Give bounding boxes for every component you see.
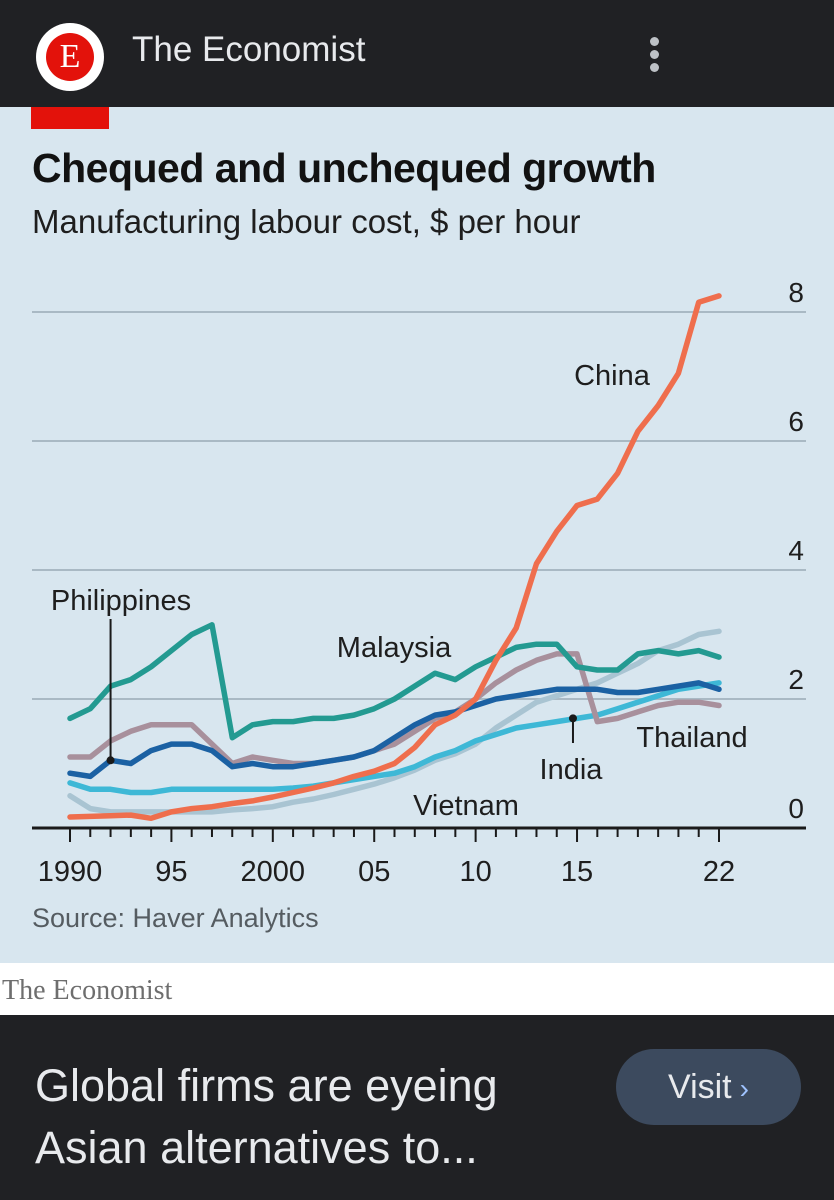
- x-tick-label: 22: [703, 856, 735, 888]
- y-tick-label: 2: [788, 664, 804, 695]
- y-tick-label: 0: [788, 793, 804, 824]
- chevron-right-icon: ›: [739, 1073, 749, 1104]
- wordmark-strip: The Economist: [0, 963, 834, 1015]
- economist-wordmark: The Economist: [2, 975, 173, 1006]
- more-vert-icon[interactable]: [640, 34, 670, 74]
- series-label-china: China: [574, 360, 651, 392]
- bottom-bar: Global firms are eyeing Asian alternativ…: [0, 1015, 834, 1200]
- philippines-leader-dot: [106, 756, 115, 765]
- y-tick-label: 4: [788, 535, 804, 566]
- series-label-vietnam: Vietnam: [413, 790, 519, 822]
- x-tick-label: 10: [459, 856, 491, 888]
- series-label-thailand: Thailand: [636, 722, 747, 754]
- line-chart: 0 2 4 6 8 1990 95 2000 05 10 15 22 Vietnam India Thail…: [32, 277, 806, 888]
- economist-logo-icon[interactable]: E: [36, 23, 104, 91]
- chart-title: Chequed and unchequed growth: [32, 145, 656, 191]
- series-label-philippines: Philippines: [51, 585, 191, 617]
- x-tick-label: 95: [155, 856, 187, 888]
- y-tick-label: 6: [788, 406, 804, 437]
- chart-subtitle: Manufacturing labour cost, $ per hour: [32, 203, 581, 240]
- series-label-india: India: [540, 754, 604, 786]
- series-line-philippines: [67, 680, 722, 780]
- series-line-india: [67, 680, 722, 796]
- logo-letter: E: [46, 33, 94, 81]
- x-tick-label: 15: [561, 856, 593, 888]
- series-line-malaysia: [67, 622, 722, 741]
- series-label-malaysia: Malaysia: [337, 632, 452, 664]
- chart-card[interactable]: Chequed and unchequed growth Manufacturi…: [0, 107, 834, 963]
- brand-red-tab: [31, 107, 109, 129]
- x-tick-label: 05: [358, 856, 390, 888]
- series-line-china: [67, 293, 722, 822]
- india-leader-dot: [568, 714, 577, 723]
- visit-button[interactable]: Visit ›: [616, 1049, 801, 1125]
- source-name[interactable]: The Economist: [132, 30, 366, 69]
- x-tick-label: 2000: [241, 856, 306, 888]
- article-headline[interactable]: Global firms are eyeing Asian alternativ…: [35, 1060, 498, 1173]
- chart-source: Source: Haver Analytics: [32, 903, 319, 933]
- y-tick-label: 8: [788, 277, 804, 308]
- visit-label: Visit: [668, 1068, 732, 1106]
- top-app-bar: E The Economist: [0, 0, 834, 107]
- series-line-thailand: [67, 651, 722, 767]
- x-tick-label: 1990: [38, 856, 103, 888]
